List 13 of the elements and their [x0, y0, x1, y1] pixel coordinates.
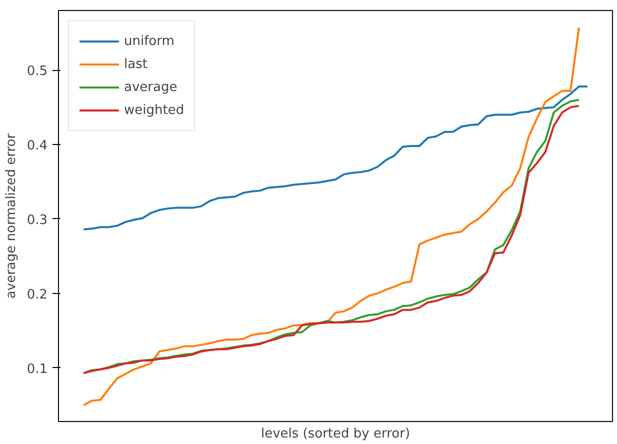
x-axis-title: levels (sorted by error) — [260, 426, 410, 442]
y-tick-label: 0.3 — [26, 212, 48, 228]
legend-label: uniform — [124, 34, 174, 48]
legend-label: average — [124, 80, 178, 94]
y-tick-label: 0.1 — [26, 362, 48, 377]
line-series — [82, 85, 588, 230]
y-tick-label: 0.5 — [26, 64, 48, 80]
line-series — [82, 26, 580, 406]
y-tick-label: 0.4 — [26, 138, 48, 154]
legend-label: weighted — [124, 102, 184, 118]
y-tick-label: 0.2 — [26, 287, 48, 302]
y-axis-title: average normalized error — [4, 132, 19, 299]
legend-label: last — [124, 56, 148, 72]
